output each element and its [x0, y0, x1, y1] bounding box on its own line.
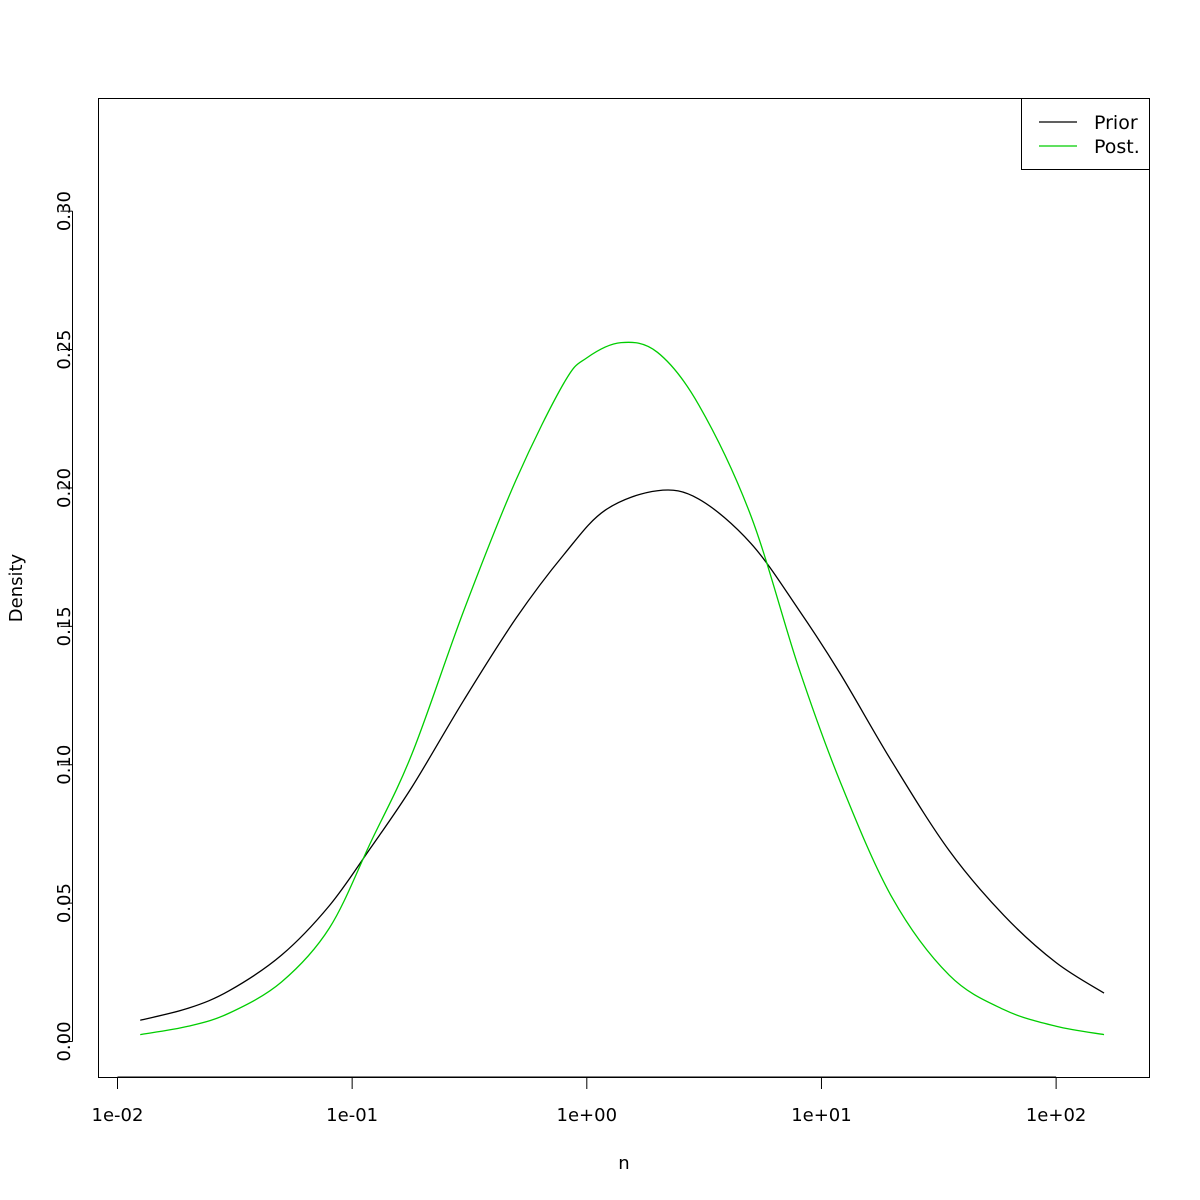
x-tick-label: 1e+01: [791, 1105, 852, 1126]
y-tick-label: 0.25: [54, 330, 75, 370]
legend-label-post: Post.: [1094, 136, 1140, 158]
x-axis: 1e-02 1e-01 1e+00 1e+01 1e+02: [92, 1076, 1087, 1126]
legend-label-prior: Prior: [1094, 112, 1138, 134]
y-axis-title: Density: [6, 553, 27, 622]
series-line-prior: [140, 489, 1105, 1021]
x-tick-label: 1e+02: [1026, 1105, 1087, 1126]
x-tick-label: 1e+00: [557, 1105, 618, 1126]
y-axis: 0.00 0.05 0.10 0.15 0.20 0.25 0.30: [54, 191, 75, 1061]
legend: Prior Post.: [1021, 98, 1150, 170]
x-axis-title: n: [618, 1153, 629, 1174]
plot-frame: [98, 98, 1150, 1078]
y-tick-label: 0.00: [54, 1021, 75, 1061]
y-tick-label: 0.30: [54, 191, 75, 231]
legend-box: [1021, 98, 1150, 170]
y-tick-label: 0.05: [54, 883, 75, 923]
y-tick-label: 0.15: [54, 606, 75, 646]
y-tick-label: 0.10: [54, 745, 75, 785]
series-line-post: [140, 341, 1105, 1036]
x-tick-label: 1e-02: [92, 1105, 144, 1126]
y-tick-label: 0.20: [54, 468, 75, 508]
series-lines: [140, 341, 1105, 1036]
x-tick-label: 1e-01: [326, 1105, 378, 1126]
